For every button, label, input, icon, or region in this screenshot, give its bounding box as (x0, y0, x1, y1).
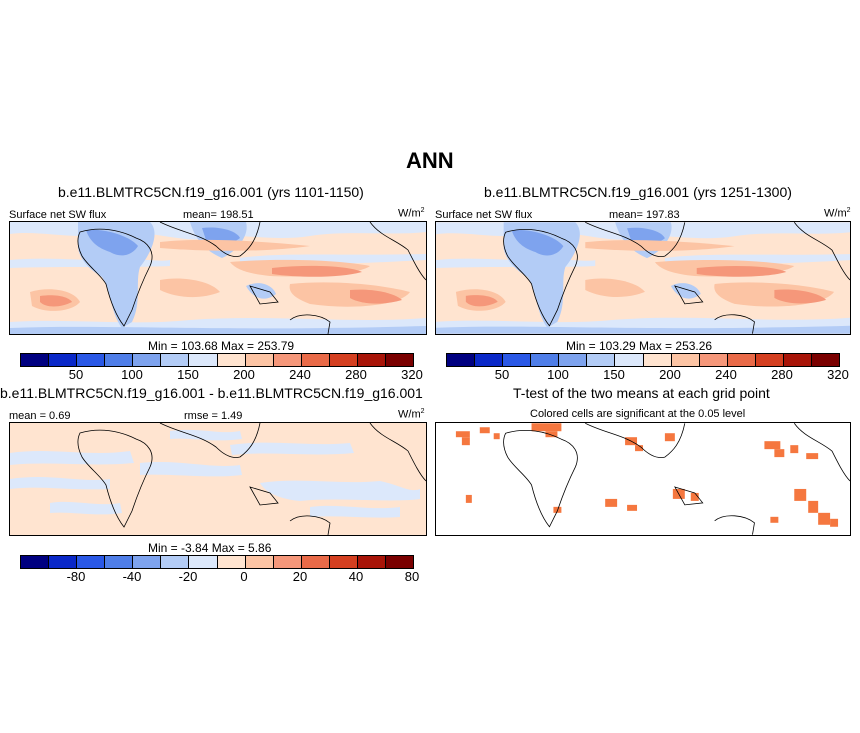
colorbar-tick-label: 280 (345, 367, 367, 382)
colorbar-swatch (161, 354, 190, 366)
colorbar-swatch (727, 354, 756, 366)
colorbar-swatch (133, 354, 162, 366)
colorbar-swatch (77, 556, 106, 568)
mean-label-bottom-left: mean = 0.69 (9, 410, 71, 422)
colorbar-swatch (812, 354, 840, 366)
colorbar-swatch (189, 354, 218, 366)
units-label-top-left: W/m2 (398, 207, 425, 220)
colorbar-tick-label: 200 (233, 367, 255, 382)
colorbar-top-right (446, 353, 840, 367)
colorbar-swatch (273, 354, 302, 366)
colorbar-tick-label: 50 (494, 367, 510, 382)
colorbar-tick-label: 0 (240, 569, 248, 584)
colorbar-swatch (245, 354, 274, 366)
minmax-bottom-left: Min = -3.84 Max = 5.86 (148, 541, 272, 555)
colorbar-tick-label: 40 (348, 569, 364, 584)
minmax-top-right: Min = 103.29 Max = 253.26 (566, 339, 713, 353)
colorbar-bottom-left (20, 555, 414, 569)
colorbar-tick-label: 280 (771, 367, 793, 382)
colorbar-swatch (21, 354, 50, 366)
map-top-right (435, 221, 851, 335)
colorbar-swatch (475, 354, 504, 366)
colorbar-tick-label: 20 (292, 569, 308, 584)
colorbar-top-left (20, 353, 414, 367)
colorbar-swatch (671, 354, 700, 366)
colorbar-swatch (49, 354, 78, 366)
colorbar-swatch (755, 354, 784, 366)
colorbar-swatch (699, 354, 728, 366)
units-label-bottom-left: W/m2 (398, 408, 425, 421)
colorbar-swatch (189, 556, 218, 568)
colorbar-swatch (587, 354, 616, 366)
rmse-label-bottom-left: rmse = 1.49 (184, 410, 243, 422)
panel-title-bottom-left: b.e11.BLMTRC5CN.f19_g16.001 - b.e11.BLMT… (0, 385, 423, 401)
colorbar-swatch (77, 354, 106, 366)
colorbar-swatch (386, 354, 414, 366)
colorbar-swatch (559, 354, 588, 366)
colorbar-swatch (615, 354, 644, 366)
colorbar-swatch (357, 354, 387, 366)
panel-title-bottom-right: T-test of the two means at each grid poi… (513, 385, 770, 401)
colorbar-swatch (217, 354, 246, 366)
colorbar-swatch (21, 556, 50, 568)
colorbar-tick-label: 150 (603, 367, 625, 382)
colorbar-tick-label: 150 (177, 367, 199, 382)
colorbar-swatch (161, 556, 190, 568)
minmax-top-left: Min = 103.68 Max = 253.79 (148, 339, 295, 353)
colorbar-swatch (133, 556, 162, 568)
colorbar-swatch (245, 556, 274, 568)
colorbar-swatch (217, 556, 246, 568)
mean-label-top-left: mean= 198.51 (183, 209, 254, 221)
colorbar-tick-label: 240 (715, 367, 737, 382)
colorbar-swatch (273, 556, 302, 568)
colorbar-swatch (643, 354, 672, 366)
colorbar-tick-label: 320 (401, 367, 423, 382)
colorbar-tick-label: 100 (547, 367, 569, 382)
colorbar-swatch (531, 354, 560, 366)
map-bottom-left (9, 422, 427, 536)
colorbar-tick-label: 80 (404, 569, 420, 584)
colorbar-tick-label: 240 (289, 367, 311, 382)
colorbar-swatch (301, 354, 330, 366)
panel-title-top-left: b.e11.BLMTRC5CN.f19_g16.001 (yrs 1101-11… (58, 184, 364, 200)
colorbar-swatch (386, 556, 414, 568)
colorbar-tick-label: 200 (659, 367, 681, 382)
colorbar-swatch (329, 354, 358, 366)
mean-label-top-right: mean= 197.83 (609, 209, 680, 221)
colorbar-swatch (783, 354, 813, 366)
colorbar-tick-label: -40 (122, 569, 142, 584)
colorbar-swatch (329, 556, 358, 568)
colorbar-tick-label: 320 (827, 367, 849, 382)
variable-label-top-left: Surface net SW flux (9, 209, 107, 221)
colorbar-swatch (301, 556, 330, 568)
colorbar-tick-label: 50 (68, 367, 84, 382)
colorbar-swatch (447, 354, 476, 366)
colorbar-swatch (105, 354, 134, 366)
colorbar-tick-label: -20 (178, 569, 198, 584)
panel-title-top-right: b.e11.BLMTRC5CN.f19_g16.001 (yrs 1251-13… (484, 184, 792, 200)
variable-label-top-right: Surface net SW flux (435, 209, 533, 221)
map-top-left (9, 221, 427, 335)
colorbar-swatch (105, 556, 134, 568)
figure-title: ANN (406, 148, 454, 173)
subtitle-bottom-right: Colored cells are significant at the 0.0… (530, 408, 746, 420)
colorbar-tick-label: -80 (66, 569, 86, 584)
colorbar-swatch (49, 556, 78, 568)
colorbar-swatch (357, 556, 387, 568)
colorbar-swatch (503, 354, 532, 366)
colorbar-tick-label: 100 (121, 367, 143, 382)
map-bottom-right (435, 422, 851, 536)
units-label-top-right: W/m2 (824, 207, 851, 220)
